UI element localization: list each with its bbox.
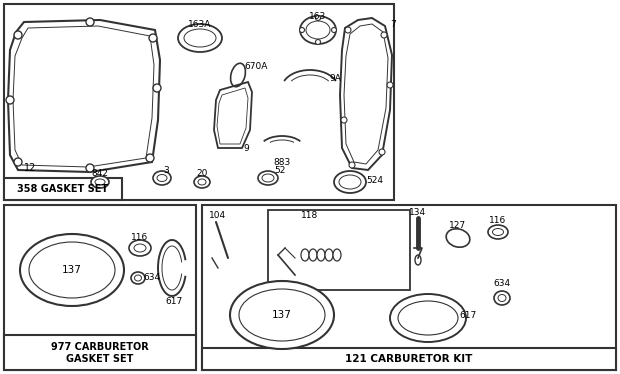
Ellipse shape bbox=[20, 234, 124, 306]
Ellipse shape bbox=[339, 175, 361, 189]
Ellipse shape bbox=[131, 272, 145, 284]
Ellipse shape bbox=[345, 27, 351, 33]
Ellipse shape bbox=[299, 28, 304, 33]
Ellipse shape bbox=[349, 162, 355, 168]
Ellipse shape bbox=[14, 31, 22, 39]
Text: 20: 20 bbox=[197, 169, 208, 178]
Text: 634: 634 bbox=[143, 273, 161, 282]
Bar bbox=[4, 205, 196, 370]
Text: 9: 9 bbox=[243, 144, 249, 153]
Text: 127: 127 bbox=[450, 221, 467, 230]
Bar bbox=[202, 205, 616, 370]
Text: 977 CARBURETOR
GASKET SET: 977 CARBURETOR GASKET SET bbox=[51, 342, 149, 364]
Ellipse shape bbox=[317, 249, 325, 261]
Bar bbox=[4, 178, 122, 200]
Text: 137: 137 bbox=[62, 265, 82, 275]
Ellipse shape bbox=[325, 249, 333, 261]
Text: 617: 617 bbox=[166, 297, 183, 307]
Ellipse shape bbox=[398, 301, 458, 335]
Ellipse shape bbox=[6, 96, 14, 104]
Ellipse shape bbox=[135, 275, 141, 281]
Text: 163: 163 bbox=[309, 12, 327, 21]
Ellipse shape bbox=[498, 294, 506, 301]
Text: 883: 883 bbox=[273, 157, 291, 166]
Text: 634: 634 bbox=[494, 279, 510, 288]
Ellipse shape bbox=[230, 281, 334, 349]
Ellipse shape bbox=[306, 21, 330, 39]
Ellipse shape bbox=[387, 82, 393, 88]
Ellipse shape bbox=[488, 225, 508, 239]
Ellipse shape bbox=[91, 176, 109, 188]
Bar bbox=[4, 4, 394, 200]
Ellipse shape bbox=[316, 15, 321, 21]
Ellipse shape bbox=[381, 32, 387, 38]
Ellipse shape bbox=[239, 289, 325, 341]
Ellipse shape bbox=[134, 244, 146, 252]
Bar bbox=[4, 335, 196, 370]
Ellipse shape bbox=[332, 28, 337, 33]
Ellipse shape bbox=[316, 40, 321, 45]
Text: 9A: 9A bbox=[329, 74, 341, 83]
Text: 842: 842 bbox=[92, 169, 108, 178]
Text: 670A: 670A bbox=[244, 61, 268, 71]
Ellipse shape bbox=[415, 255, 421, 265]
Text: 3: 3 bbox=[163, 166, 169, 175]
Bar bbox=[202, 348, 616, 370]
Ellipse shape bbox=[258, 171, 278, 185]
Ellipse shape bbox=[390, 294, 466, 342]
Ellipse shape bbox=[146, 154, 154, 162]
Text: 118: 118 bbox=[301, 211, 319, 220]
Text: 137: 137 bbox=[272, 310, 292, 320]
Ellipse shape bbox=[86, 18, 94, 26]
Ellipse shape bbox=[341, 117, 347, 123]
Ellipse shape bbox=[262, 174, 274, 182]
Text: 52: 52 bbox=[274, 166, 286, 175]
Ellipse shape bbox=[184, 29, 216, 47]
Ellipse shape bbox=[157, 175, 167, 181]
Ellipse shape bbox=[494, 291, 510, 305]
Ellipse shape bbox=[198, 179, 206, 185]
Text: 104: 104 bbox=[210, 211, 226, 220]
Ellipse shape bbox=[379, 149, 385, 155]
Ellipse shape bbox=[446, 229, 470, 247]
Ellipse shape bbox=[301, 249, 309, 261]
Text: 358 GASKET SET: 358 GASKET SET bbox=[17, 184, 108, 194]
Text: 116: 116 bbox=[489, 215, 507, 224]
Text: 134: 134 bbox=[409, 208, 427, 217]
Ellipse shape bbox=[153, 84, 161, 92]
Text: 12: 12 bbox=[24, 163, 36, 173]
Bar bbox=[268, 210, 410, 290]
Ellipse shape bbox=[333, 249, 341, 261]
Text: 524: 524 bbox=[366, 175, 384, 184]
Ellipse shape bbox=[14, 158, 22, 166]
Text: 163A: 163A bbox=[188, 19, 211, 28]
Ellipse shape bbox=[231, 63, 246, 87]
Ellipse shape bbox=[178, 24, 222, 52]
Ellipse shape bbox=[194, 176, 210, 188]
Ellipse shape bbox=[300, 16, 336, 44]
Ellipse shape bbox=[86, 164, 94, 172]
Text: 617: 617 bbox=[459, 310, 477, 319]
Ellipse shape bbox=[149, 34, 157, 42]
Text: 116: 116 bbox=[131, 233, 149, 242]
Ellipse shape bbox=[309, 249, 317, 261]
Ellipse shape bbox=[29, 242, 115, 298]
Text: 121 CARBURETOR KIT: 121 CARBURETOR KIT bbox=[345, 354, 472, 364]
Ellipse shape bbox=[334, 171, 366, 193]
Text: 7: 7 bbox=[390, 19, 396, 28]
Ellipse shape bbox=[492, 229, 503, 236]
Ellipse shape bbox=[95, 179, 105, 185]
Ellipse shape bbox=[153, 171, 171, 185]
Ellipse shape bbox=[129, 240, 151, 256]
